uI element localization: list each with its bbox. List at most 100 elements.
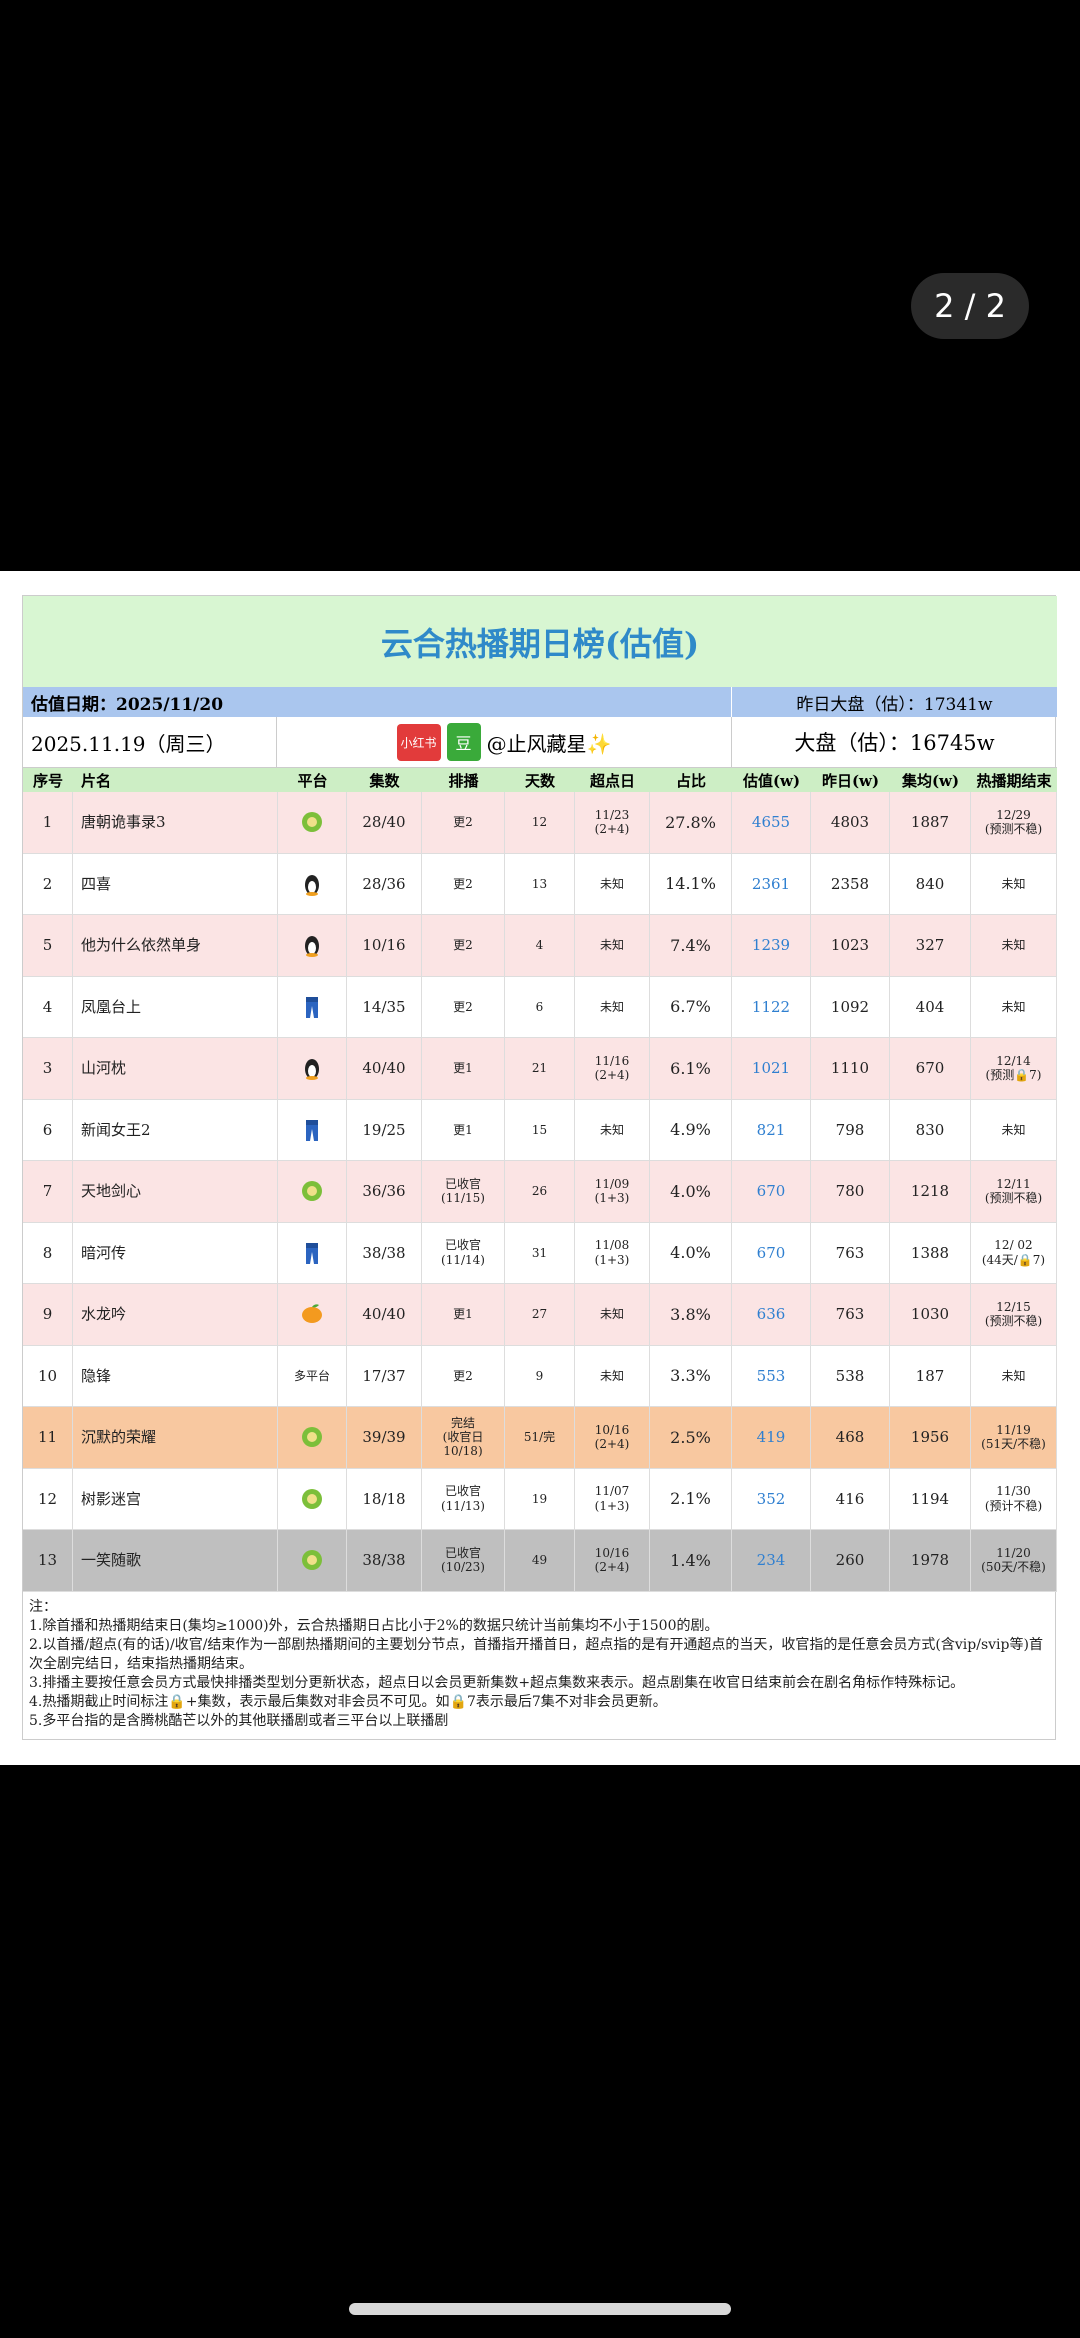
cell-line: (10/23) <box>441 1560 485 1575</box>
table-cell: 12/29 (预测不稳) <box>971 792 1057 854</box>
cell-text: 670 <box>756 1243 786 1262</box>
title: 云合热播期日榜(估值) <box>23 596 1057 687</box>
table-cell: 更2 <box>422 792 505 854</box>
cell-text: 1388 <box>910 1243 950 1262</box>
table-cell: 1956 <box>890 1407 971 1469</box>
cell-text: 2 <box>42 874 53 893</box>
table-cell: 1887 <box>890 792 971 854</box>
table-cell: 11/19 (51天/不稳) <box>971 1407 1057 1469</box>
cell-text: 更2 <box>453 876 473 891</box>
cell-text: 10/16 <box>362 936 406 955</box>
cell-text: 未知 <box>599 999 624 1014</box>
column-header: 集数 <box>347 768 422 792</box>
cell-text: 17/37 <box>362 1366 406 1385</box>
table-cell: 1239 <box>732 915 811 977</box>
table-cell: 10/16 <box>347 915 422 977</box>
cell-line: 12/15 <box>996 1299 1031 1314</box>
table-cell: 隐锋 <box>73 1345 278 1407</box>
table-cell: 3 <box>23 1038 73 1100</box>
cell-text: 670 <box>915 1059 945 1078</box>
table-cell <box>278 1161 347 1223</box>
cell-text: 38/38 <box>362 1551 406 1570</box>
table-cell <box>278 853 347 915</box>
table-cell: 凤凰台上 <box>73 976 278 1038</box>
table-cell: 未知 <box>971 915 1057 977</box>
cell-text: 天地剑心 <box>81 1182 142 1201</box>
note-line: 5.多平台指的是含腾桃酷芒以外的其他联播剧或者三平台以上联播剧 <box>29 1712 449 1729</box>
table-cell: 7 <box>23 1161 73 1223</box>
table-cell <box>278 1530 347 1592</box>
table-cell: 38/38 <box>347 1222 422 1284</box>
cell-line: 12/29 <box>996 807 1031 822</box>
cell-text: 51/完 <box>523 1430 556 1445</box>
note-line: 3.排播主要按任意会员方式最快排播类型划分更新状态，超点日以会员更新集数+超点集… <box>29 1674 965 1691</box>
table-cell: 636 <box>732 1284 811 1346</box>
table-cell: 10/16 (2+4) <box>575 1407 650 1469</box>
cell-text: 26 <box>531 1184 548 1199</box>
table-cell: 51/完 <box>505 1407 575 1469</box>
cell-line: (2+4) <box>594 822 630 837</box>
badge: 小红书 <box>396 723 441 761</box>
cell-text: 763 <box>835 1243 865 1262</box>
cell-line: (预测不稳) <box>984 1191 1043 1206</box>
cell-text: 4.0% <box>670 1181 711 1201</box>
cell-line: (51天/不稳) <box>981 1437 1046 1452</box>
table-cell: 31 <box>505 1222 575 1284</box>
table-cell <box>278 1407 347 1469</box>
table-cell: 11/07 (1+3) <box>575 1468 650 1530</box>
cell-text: 10 <box>37 1366 58 1385</box>
table-cell: 2358 <box>811 853 890 915</box>
table-cell: 3.3% <box>650 1345 732 1407</box>
cell-text: 2358 <box>830 874 870 893</box>
table-cell: 沉默的荣耀 <box>73 1407 278 1469</box>
table-cell <box>278 1222 347 1284</box>
table-cell: 4 <box>505 915 575 977</box>
table-cell: 19 <box>505 1468 575 1530</box>
cell-text: 6.7% <box>670 997 711 1017</box>
table-cell: 6 <box>23 1099 73 1161</box>
cell-text: 670 <box>756 1182 786 1201</box>
column-header: 占比 <box>650 768 732 792</box>
table-cell: 26 <box>505 1161 575 1223</box>
table-cell: 670 <box>732 1161 811 1223</box>
cell-text: 未知 <box>1001 1122 1026 1137</box>
table-cell: 12/14 (预测🔒7) <box>971 1038 1057 1100</box>
cell-text: 山河枕 <box>81 1059 127 1078</box>
table-cell: 780 <box>811 1161 890 1223</box>
cell-text: 更1 <box>453 1307 473 1322</box>
table-cell: 已收官 (11/13) <box>422 1468 505 1530</box>
cell-text: 未知 <box>1001 1368 1026 1383</box>
cell-text: 1023 <box>830 936 870 955</box>
table-cell: 28/40 <box>347 792 422 854</box>
table-cell: 未知 <box>971 1099 1057 1161</box>
table-cell: 553 <box>732 1345 811 1407</box>
cell-text: 唐朝诡事录3 <box>81 813 166 832</box>
table-cell: 1978 <box>890 1530 971 1592</box>
cell-text: 四喜 <box>81 874 112 893</box>
table-cell: 10 <box>23 1345 73 1407</box>
cell-text: 更2 <box>453 999 473 1014</box>
cell-text: 1.4% <box>670 1550 711 1570</box>
cell-text: 538 <box>835 1366 865 1385</box>
table-cell: 38/38 <box>347 1530 422 1592</box>
cell-text: 6 <box>42 1120 53 1139</box>
table-cell: 更1 <box>422 1038 505 1100</box>
cell-text: 19/25 <box>362 1120 406 1139</box>
column-header: 序号 <box>23 768 73 792</box>
table-cell: 未知 <box>575 976 650 1038</box>
table-cell: 1388 <box>890 1222 971 1284</box>
cell-line: 11/07 <box>594 1484 630 1499</box>
table-cell <box>278 1038 347 1100</box>
cell-text: 4803 <box>830 813 870 832</box>
cell-line: 11/30 <box>996 1484 1031 1499</box>
table-cell: 未知 <box>575 853 650 915</box>
cell-text: 19 <box>531 1491 548 1506</box>
table-cell: 468 <box>811 1407 890 1469</box>
cell-line: 12/11 <box>996 1176 1031 1191</box>
cell-text: 1110 <box>830 1059 870 1078</box>
cell-text: 798 <box>835 1120 865 1139</box>
cell-text: 780 <box>835 1182 865 1201</box>
cell-text: 14/35 <box>362 997 406 1016</box>
total: 大盘（估）：16745w <box>731 717 1057 768</box>
cell-text: 未知 <box>599 938 624 953</box>
